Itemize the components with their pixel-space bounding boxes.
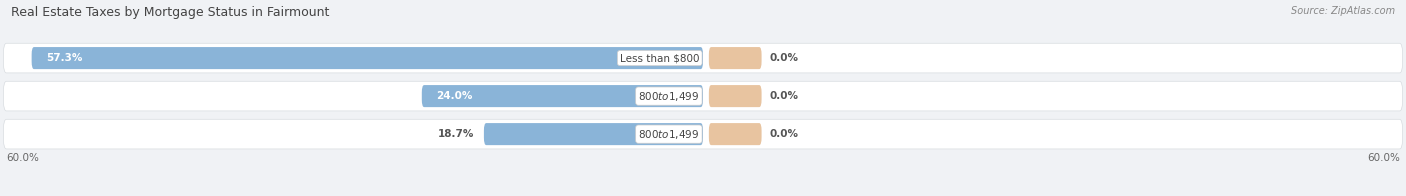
Text: 18.7%: 18.7% xyxy=(439,129,475,139)
Text: 60.0%: 60.0% xyxy=(6,153,39,163)
FancyBboxPatch shape xyxy=(422,85,703,107)
Text: $800 to $1,499: $800 to $1,499 xyxy=(638,90,700,103)
FancyBboxPatch shape xyxy=(31,47,703,69)
FancyBboxPatch shape xyxy=(709,123,762,145)
Text: Source: ZipAtlas.com: Source: ZipAtlas.com xyxy=(1291,6,1395,16)
Text: $800 to $1,499: $800 to $1,499 xyxy=(638,128,700,141)
Text: 57.3%: 57.3% xyxy=(46,53,82,63)
Text: Less than $800: Less than $800 xyxy=(620,53,700,63)
FancyBboxPatch shape xyxy=(484,123,703,145)
FancyBboxPatch shape xyxy=(709,47,762,69)
Text: 0.0%: 0.0% xyxy=(770,53,799,63)
Text: 0.0%: 0.0% xyxy=(770,129,799,139)
Text: Real Estate Taxes by Mortgage Status in Fairmount: Real Estate Taxes by Mortgage Status in … xyxy=(11,6,329,19)
FancyBboxPatch shape xyxy=(3,43,1403,73)
Text: 60.0%: 60.0% xyxy=(1367,153,1400,163)
FancyBboxPatch shape xyxy=(3,81,1403,111)
Text: 0.0%: 0.0% xyxy=(770,91,799,101)
FancyBboxPatch shape xyxy=(3,119,1403,149)
FancyBboxPatch shape xyxy=(709,85,762,107)
Text: 24.0%: 24.0% xyxy=(436,91,472,101)
